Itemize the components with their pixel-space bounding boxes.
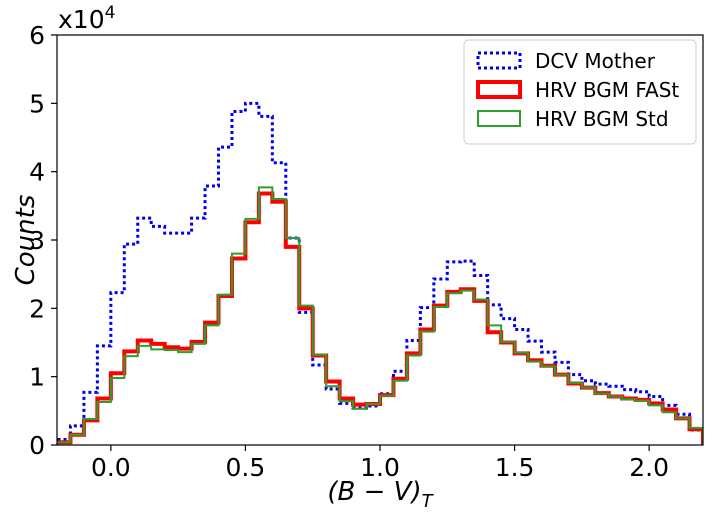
series-hrv-bgm-fast: [57, 191, 703, 445]
y-tick-label: 0: [29, 431, 45, 460]
series-layer: [57, 101, 703, 445]
y-tick-label: 1: [29, 363, 45, 392]
legend-swatch-hrv-bgm-std: [477, 110, 521, 127]
y-multiplier: x104: [58, 3, 115, 34]
legend-box: [463, 39, 697, 145]
legend: DCV Mother HRV BGM FASt HRV BGM Std: [463, 39, 697, 145]
y-tick-label: 5: [29, 89, 45, 118]
legend-label-dcv-mother: DCV Mother: [535, 49, 656, 73]
x-tick-label: 1.5: [495, 453, 535, 482]
legend-label-hrv-bgm-fast: HRV BGM FASt: [535, 78, 679, 102]
x-axis-label-subscript: T: [422, 491, 435, 512]
legend-label-hrv-bgm-std: HRV BGM Std: [535, 107, 669, 131]
series-dcv-mother: [57, 101, 703, 445]
y-tick-label: 4: [29, 158, 45, 187]
y-tick-label: 6: [29, 21, 45, 50]
y-multiplier-base: x10: [58, 5, 105, 34]
series-hrv-bgm-std: [57, 186, 703, 445]
y-axis-label: Counts: [11, 195, 41, 286]
y-tick-label: 2: [29, 294, 45, 323]
x-axis-label: (B − V)T: [327, 477, 434, 512]
x-tick-label: 0.0: [91, 453, 131, 482]
x-tick-label: 1.0: [360, 453, 400, 482]
y-axis: 0 1 2 3 4 5 6: [29, 21, 57, 460]
y-multiplier-exponent: 4: [105, 3, 116, 23]
x-axis-label-main: (B − V): [327, 477, 421, 507]
x-axis: 0.0 0.5 1.0 1.5 2.0: [91, 445, 669, 482]
y-tick-label: 3: [29, 226, 45, 255]
x-tick-label: 0.5: [226, 453, 266, 482]
legend-swatch-hrv-bgm-fast: [476, 80, 522, 99]
legend-swatch-dcv-mother: [476, 51, 522, 70]
x-tick-label: 2.0: [629, 453, 669, 482]
